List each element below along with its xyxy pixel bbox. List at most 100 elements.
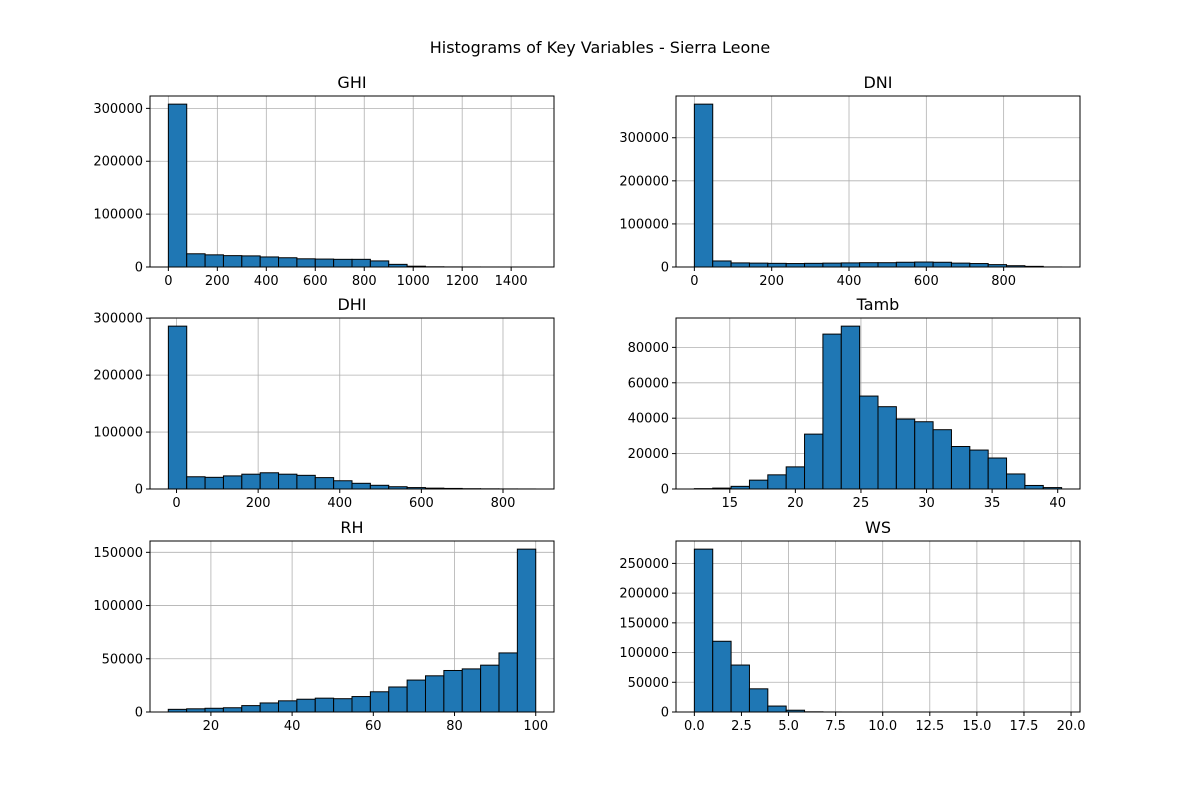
ghi-bar — [333, 258, 353, 268]
ghi-bar — [241, 255, 261, 268]
dhi-bar — [167, 325, 188, 490]
ghi-bar — [369, 260, 390, 268]
ghi-bar — [222, 255, 243, 268]
dni-bar — [859, 262, 879, 268]
ws-ytick-label: 250000 — [619, 557, 669, 572]
dhi-axes-frame — [149, 317, 555, 490]
rh-bar — [241, 705, 261, 713]
tamb-xtick-label: 35 — [984, 496, 1001, 511]
tamb-bar — [932, 429, 952, 490]
dni-axes-frame — [675, 95, 1081, 268]
tamb-panel-title: Tamb — [856, 295, 900, 314]
panels: 0 200 400 600 800 1000 1200 1400010000020000030… — [93, 73, 1085, 734]
ghi-xtick-label: 600 — [303, 274, 328, 289]
dhi-ytick-label: 0 — [135, 483, 143, 498]
ws-ytick-label: 200000 — [619, 587, 669, 602]
rh-ytick-label: 100000 — [93, 599, 143, 614]
rh-xtick-label: 40 — [284, 719, 301, 734]
rh-bar — [498, 652, 518, 713]
tamb-bar — [969, 449, 989, 490]
ws-ytick-label: 100000 — [619, 646, 669, 661]
rh-bar — [314, 697, 335, 713]
rh-bar — [278, 700, 298, 713]
rh-bar — [480, 664, 500, 713]
dhi-bar — [369, 484, 390, 490]
dni-ytick-label: 200000 — [619, 174, 669, 189]
ws-bar — [712, 640, 732, 713]
dni-bar — [914, 261, 934, 268]
dhi-xtick-label: 600 — [409, 496, 434, 511]
dni-bar — [693, 103, 714, 268]
dni-bar — [748, 262, 769, 268]
dni-bar — [822, 262, 842, 268]
dni-bar — [785, 263, 806, 268]
dhi-bar — [296, 474, 316, 490]
dni-xtick-label: 600 — [914, 274, 939, 289]
dhi-bar — [186, 476, 206, 490]
dni-bar — [969, 263, 989, 268]
dhi-bar — [333, 480, 353, 490]
dni-bar — [712, 260, 732, 268]
dhi-panel-title: DHI — [337, 295, 366, 314]
rh-bar — [222, 707, 243, 713]
tamb-bar — [785, 466, 806, 490]
ws-bar — [767, 705, 787, 713]
ghi-bar — [167, 103, 188, 268]
ws-xtick-label: 10.0 — [868, 719, 897, 734]
dni-bar — [895, 261, 916, 268]
tamb-bar — [859, 395, 879, 490]
tamb-bar — [822, 333, 842, 490]
ws-bar — [693, 548, 714, 713]
ws-ytick-label: 0 — [661, 706, 669, 721]
dni-xtick-label: 800 — [991, 274, 1016, 289]
rh-ytick-label: 0 — [135, 706, 143, 721]
tamb-bar — [987, 457, 1008, 490]
dni-xtick-label: 0 — [690, 274, 698, 289]
ws-xtick-label: 17.5 — [1009, 719, 1038, 734]
tamb-ytick-label: 20000 — [628, 447, 669, 462]
dni-panel-title: DNI — [863, 73, 892, 92]
ws-xtick-label: 20.0 — [1057, 719, 1086, 734]
ghi-xtick-label: 0 — [164, 274, 172, 289]
ghi-bar — [259, 256, 280, 268]
ws-panel-title: WS — [865, 518, 891, 537]
panel-ws: 0.0 2.5 5.0 7.5 10.0 12.5 15.0 17.5 20.0 0 50000 10… — [619, 518, 1085, 734]
rh-bar — [296, 698, 316, 713]
dhi-bar — [241, 473, 261, 490]
tamb-ytick-label: 0 — [661, 483, 669, 498]
ws-ytick-label: 50000 — [628, 676, 669, 691]
ghi-bar — [351, 258, 371, 268]
rh-bar — [333, 698, 353, 713]
dhi-ytick-label: 300000 — [93, 312, 143, 327]
tamb-ytick-label: 60000 — [628, 376, 669, 391]
dhi-bar — [259, 472, 280, 490]
dni-xtick-label: 400 — [837, 274, 862, 289]
tamb-bar — [748, 479, 769, 490]
rh-bar — [424, 675, 445, 713]
rh-axes-frame — [149, 540, 555, 713]
tamb-bar — [877, 406, 897, 490]
rh-bar — [516, 548, 537, 713]
rh-bar — [388, 686, 408, 713]
rh-bar — [204, 707, 224, 713]
dni-ytick-label: 300000 — [619, 131, 669, 146]
dhi-ytick-label: 100000 — [93, 426, 143, 441]
dni-bar — [730, 262, 750, 268]
rh-xtick-label: 100 — [523, 719, 548, 734]
dni-bar — [804, 262, 824, 268]
rh-bar — [461, 668, 482, 713]
ws-xtick-label: 2.5 — [731, 719, 752, 734]
rh-bar — [443, 669, 463, 713]
rh-bar — [406, 679, 426, 713]
dni-bar — [877, 262, 897, 268]
ws-xtick-label: 7.5 — [825, 719, 846, 734]
rh-xtick-label: 60 — [365, 719, 382, 734]
tamb-bar — [804, 433, 824, 490]
ghi-bar — [314, 258, 335, 268]
panel-dni: 0 200 400 600 800 0 100000 200000 300000 DNI — [619, 73, 1081, 289]
tamb-bar — [1006, 473, 1026, 490]
ws-xtick-label: 0.0 — [684, 719, 705, 734]
dhi-ytick-label: 200000 — [93, 369, 143, 384]
